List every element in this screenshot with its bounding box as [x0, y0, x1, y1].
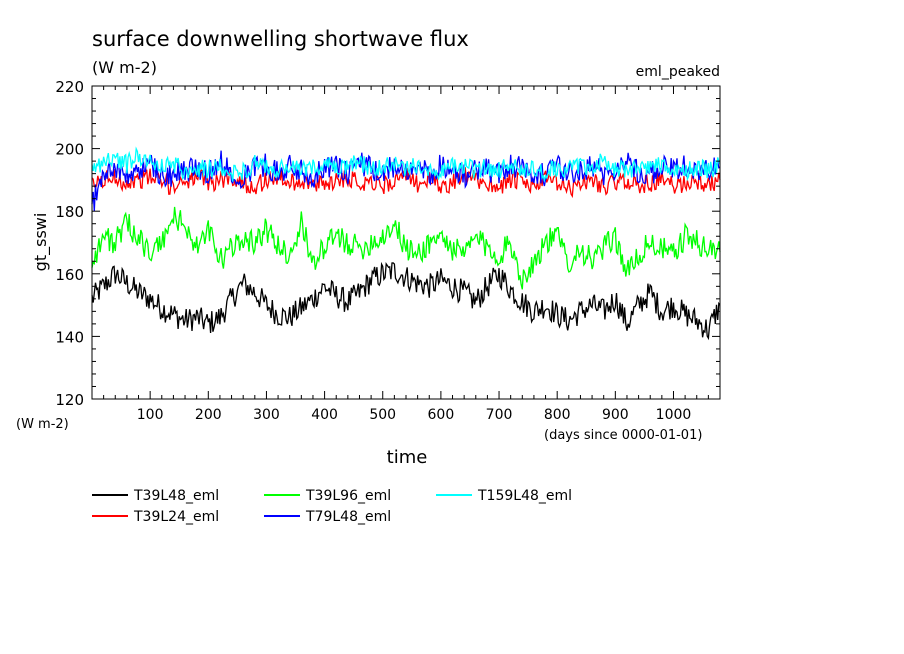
x-tick-label: 200 — [195, 407, 222, 423]
legend: T39L48_eml T39L24_eml T39L96_eml T79L48_eml… — [92, 488, 572, 525]
y-tick-label: 120 — [55, 391, 84, 409]
legend-label: T159L48_eml — [477, 488, 572, 504]
y-tick-label: 180 — [55, 203, 84, 221]
x-tick-label: 300 — [253, 407, 280, 423]
y-axis: 120 140 160 180 200 220 — [55, 78, 720, 409]
series-line-T39L24_eml — [91, 166, 721, 199]
legend-label: T39L96_eml — [305, 488, 391, 504]
x-tick-label: 500 — [369, 407, 396, 423]
series-line-T159L48_eml — [91, 146, 721, 183]
x-tick-label: 800 — [544, 407, 571, 423]
series-line-T39L48_eml — [91, 261, 721, 341]
y-tick-label: 140 — [55, 328, 84, 346]
plot-frame — [91, 85, 721, 400]
series-layer — [91, 146, 721, 341]
x-tick-label: 1000 — [656, 407, 692, 423]
x-tick-label: 100 — [137, 407, 164, 423]
x-tick-label: 700 — [486, 407, 513, 423]
y-tick-label: 220 — [55, 78, 84, 96]
y-axis-label: gt_sswi — [31, 213, 51, 272]
y-tick-label: 160 — [55, 266, 84, 284]
x-tick-label: 400 — [311, 407, 338, 423]
legend-label: T39L24_eml — [133, 509, 219, 525]
x-tick-label: 600 — [428, 407, 455, 423]
x-axis-label: time — [387, 447, 428, 468]
x-axis: 100 200 300 400 500 600 700 800 900 1000 — [103, 86, 709, 423]
legend-label: T79L48_eml — [305, 509, 391, 525]
y-tick-label: 200 — [55, 141, 84, 159]
series-line-T39L96_eml — [91, 206, 721, 290]
y-axis-units: (W m-2) — [16, 417, 69, 432]
x-axis-units: (days since 0000-01-01) — [544, 428, 702, 443]
chart-title: surface downwelling shortwave flux — [92, 27, 469, 51]
chart-annotation: eml_peaked — [636, 64, 720, 80]
chart-subtitle: (W m-2) — [92, 58, 157, 77]
legend-label: T39L48_eml — [133, 488, 219, 504]
x-tick-label: 900 — [602, 407, 629, 423]
